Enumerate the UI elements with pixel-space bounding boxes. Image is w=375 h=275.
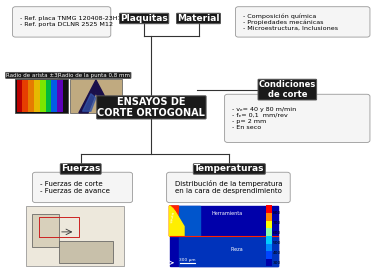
FancyBboxPatch shape xyxy=(15,79,68,113)
FancyBboxPatch shape xyxy=(70,79,122,113)
Polygon shape xyxy=(170,206,179,236)
FancyBboxPatch shape xyxy=(33,172,132,203)
Text: - vₑ= 40 y 80 m/min
- fₑ= 0,1  mm/rev
- p= 2 mm
- En seco: - vₑ= 40 y 80 m/min - fₑ= 0,1 mm/rev - p… xyxy=(232,107,296,130)
Text: Material: Material xyxy=(177,14,220,23)
Text: 700: 700 xyxy=(273,221,281,225)
Text: Fuerzas: Fuerzas xyxy=(61,164,100,174)
Polygon shape xyxy=(178,237,278,266)
Text: Plaquitas: Plaquitas xyxy=(120,14,168,23)
Polygon shape xyxy=(170,206,200,236)
Polygon shape xyxy=(32,214,59,247)
FancyBboxPatch shape xyxy=(170,206,278,266)
FancyBboxPatch shape xyxy=(12,7,111,37)
FancyBboxPatch shape xyxy=(266,228,272,236)
FancyBboxPatch shape xyxy=(34,80,40,111)
Polygon shape xyxy=(170,206,184,236)
Polygon shape xyxy=(170,206,178,236)
Text: - Fuerzas de corte
- Fuerzas de avance: - Fuerzas de corte - Fuerzas de avance xyxy=(40,181,110,194)
FancyBboxPatch shape xyxy=(266,251,272,258)
Text: viruta: viruta xyxy=(170,211,176,223)
Text: ENSAYOS DE
CORTE ORTOGONAL: ENSAYOS DE CORTE ORTOGONAL xyxy=(98,97,206,118)
FancyBboxPatch shape xyxy=(16,80,22,111)
Text: 300: 300 xyxy=(273,261,281,265)
FancyBboxPatch shape xyxy=(57,80,63,111)
Text: 800: 800 xyxy=(273,211,281,214)
Text: 600: 600 xyxy=(273,231,281,235)
FancyBboxPatch shape xyxy=(40,80,45,111)
FancyBboxPatch shape xyxy=(15,79,68,113)
Text: 500: 500 xyxy=(273,241,281,245)
Text: Distribución de la temperatura
en la cara de desprendimiento: Distribución de la temperatura en la car… xyxy=(175,180,282,194)
FancyBboxPatch shape xyxy=(51,80,57,111)
FancyBboxPatch shape xyxy=(266,213,272,221)
Text: Pieza: Pieza xyxy=(230,247,243,252)
FancyBboxPatch shape xyxy=(236,7,370,37)
FancyBboxPatch shape xyxy=(266,220,272,229)
Polygon shape xyxy=(59,241,113,263)
Polygon shape xyxy=(170,206,182,236)
Text: 400: 400 xyxy=(273,251,281,255)
Polygon shape xyxy=(82,94,96,111)
Text: Radio de la punta 0,8 mm: Radio de la punta 0,8 mm xyxy=(58,73,130,78)
FancyBboxPatch shape xyxy=(266,235,272,244)
Text: Condiciones
de corte: Condiciones de corte xyxy=(259,80,316,99)
Polygon shape xyxy=(170,206,278,266)
Text: Radio de arista ±36 μm: Radio de arista ±36 μm xyxy=(6,73,72,78)
Text: - Composición química
- Propiedades mecánicas
- Microestructura, Inclusiones: - Composición química - Propiedades mecá… xyxy=(243,13,338,31)
Text: - Ref. placa TNMG 120408-23H13A
- Ref. porta DCLNR 2525 M12: - Ref. placa TNMG 120408-23H13A - Ref. p… xyxy=(20,16,130,27)
FancyBboxPatch shape xyxy=(266,205,272,213)
FancyBboxPatch shape xyxy=(166,172,290,203)
FancyBboxPatch shape xyxy=(26,206,124,266)
FancyBboxPatch shape xyxy=(28,80,34,111)
Text: Temperaturas: Temperaturas xyxy=(194,164,265,174)
Text: 300 μm: 300 μm xyxy=(179,258,196,262)
FancyBboxPatch shape xyxy=(45,80,51,111)
FancyBboxPatch shape xyxy=(22,80,28,111)
Polygon shape xyxy=(79,80,113,113)
FancyBboxPatch shape xyxy=(266,243,272,251)
Text: Herramienta: Herramienta xyxy=(212,211,243,216)
FancyBboxPatch shape xyxy=(225,94,370,142)
FancyBboxPatch shape xyxy=(266,258,272,266)
